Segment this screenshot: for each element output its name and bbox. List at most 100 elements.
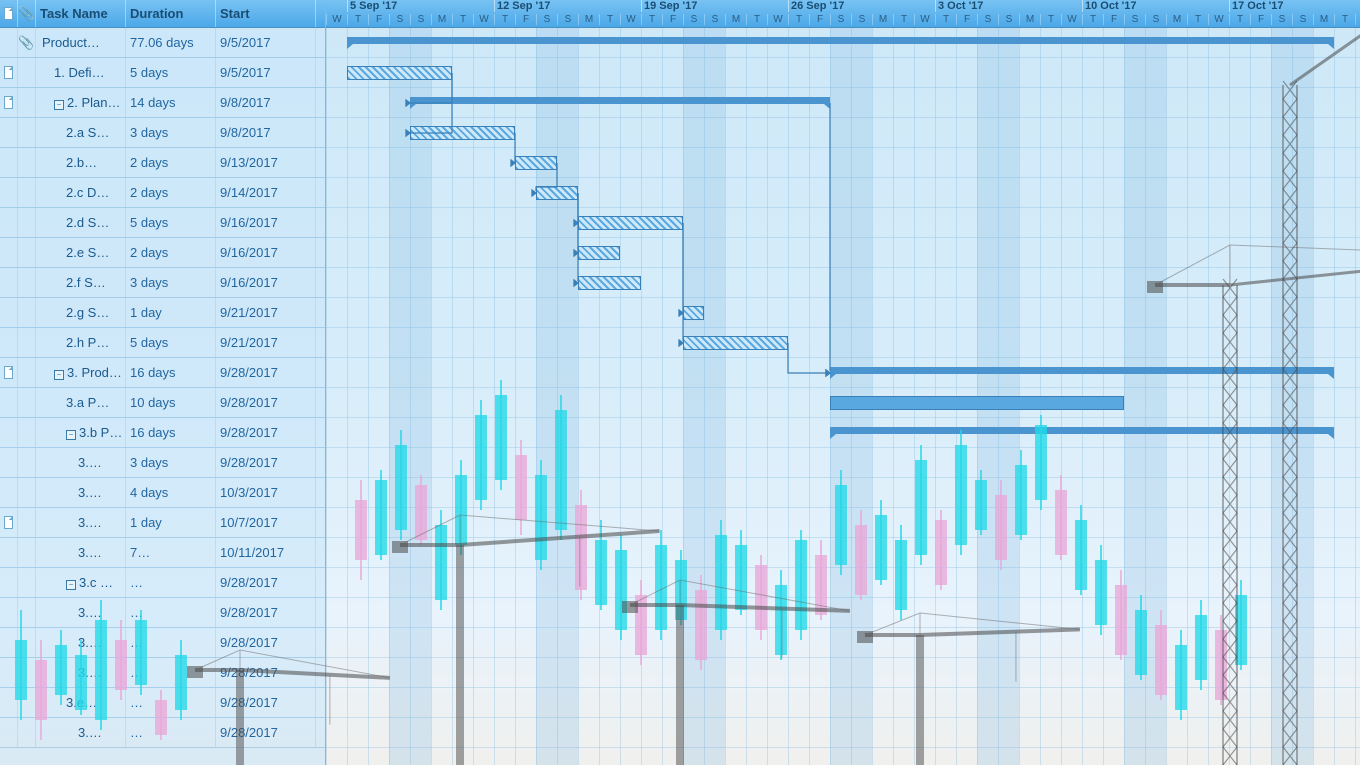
task-name-cell[interactable]: 2.h P… <box>36 328 126 357</box>
duration-cell[interactable]: 5 days <box>126 58 216 87</box>
duration-cell[interactable]: 3 days <box>126 448 216 477</box>
task-name-cell[interactable]: 3.a P… <box>36 388 126 417</box>
duration-cell[interactable]: 2 days <box>126 178 216 207</box>
task-row[interactable]: 2.h P…5 days9/21/2017 <box>0 328 325 358</box>
start-date-cell[interactable]: 9/28/2017 <box>216 658 316 687</box>
task-name-cell[interactable]: 2.g S… <box>36 298 126 327</box>
task-name-cell[interactable]: −3.b P… <box>36 418 126 447</box>
start-date-cell[interactable]: 10/7/2017 <box>216 508 316 537</box>
task-row[interactable]: 📎Product…77.06 days9/5/2017 <box>0 28 325 58</box>
task-name-cell[interactable]: 3.… <box>36 718 126 747</box>
start-date-cell[interactable]: 9/5/2017 <box>216 28 316 57</box>
task-row[interactable]: 2.d S…5 days9/16/2017 <box>0 208 325 238</box>
task-name-cell[interactable]: 3.… <box>36 448 126 477</box>
task-row[interactable]: 3.…3 days9/28/2017 <box>0 448 325 478</box>
start-date-cell[interactable]: 9/14/2017 <box>216 178 316 207</box>
task-name-cell[interactable]: 3.… <box>36 658 126 687</box>
duration-cell[interactable]: 16 days <box>126 358 216 387</box>
task-row[interactable]: 2.g S…1 day9/21/2017 <box>0 298 325 328</box>
task-name-cell[interactable]: 2.f S… <box>36 268 126 297</box>
start-date-cell[interactable]: 9/28/2017 <box>216 448 316 477</box>
outline-toggle[interactable]: − <box>54 370 64 380</box>
col-header-info-icon[interactable] <box>0 0 18 27</box>
task-row[interactable]: 1. Defi…5 days9/5/2017 <box>0 58 325 88</box>
gantt-task-bar[interactable] <box>515 156 557 170</box>
duration-cell[interactable]: 10 days <box>126 388 216 417</box>
task-name-cell[interactable]: 3.… <box>36 508 126 537</box>
outline-toggle[interactable]: − <box>54 100 64 110</box>
duration-cell[interactable]: 1 day <box>126 298 216 327</box>
duration-cell[interactable]: 7… <box>126 538 216 567</box>
gantt-task-bar[interactable] <box>683 336 788 350</box>
gantt-task-bar[interactable] <box>683 306 704 320</box>
outline-toggle[interactable]: − <box>66 580 76 590</box>
task-row[interactable]: 3.……9/28/2017 <box>0 718 325 748</box>
start-date-cell[interactable]: 9/16/2017 <box>216 208 316 237</box>
task-row[interactable]: −3. Prod…16 days9/28/2017 <box>0 358 325 388</box>
task-name-cell[interactable]: Product… <box>36 28 126 57</box>
gantt-task-bar[interactable] <box>578 246 620 260</box>
gantt-summary-bar[interactable] <box>410 97 830 104</box>
start-date-cell[interactable]: 9/8/2017 <box>216 118 316 147</box>
start-date-cell[interactable]: 9/16/2017 <box>216 238 316 267</box>
task-row[interactable]: 3.…4 days10/3/2017 <box>0 478 325 508</box>
start-date-cell[interactable]: 9/28/2017 <box>216 688 316 717</box>
duration-cell[interactable]: … <box>126 688 216 717</box>
task-name-cell[interactable]: 2.c D… <box>36 178 126 207</box>
duration-cell[interactable]: … <box>126 628 216 657</box>
task-row[interactable]: −3.c ……9/28/2017 <box>0 568 325 598</box>
task-name-cell[interactable]: 3.e… <box>36 688 126 717</box>
task-row[interactable]: 3.…1 day10/7/2017 <box>0 508 325 538</box>
col-header-task-name[interactable]: Task Name <box>36 0 126 27</box>
task-row[interactable]: 2.c D…2 days9/14/2017 <box>0 178 325 208</box>
start-date-cell[interactable]: 9/16/2017 <box>216 268 316 297</box>
duration-cell[interactable]: 1 day <box>126 508 216 537</box>
start-date-cell[interactable]: 9/28/2017 <box>216 628 316 657</box>
task-row[interactable]: −3.b P…16 days9/28/2017 <box>0 418 325 448</box>
duration-cell[interactable]: … <box>126 658 216 687</box>
task-name-cell[interactable]: 3.… <box>36 598 126 627</box>
gantt-task-bar[interactable] <box>410 126 515 140</box>
gantt-summary-bar[interactable] <box>830 367 1334 374</box>
task-name-cell[interactable]: −3. Prod… <box>36 358 126 387</box>
duration-cell[interactable]: 2 days <box>126 238 216 267</box>
duration-cell[interactable]: 2 days <box>126 148 216 177</box>
gantt-task-bar[interactable] <box>578 216 683 230</box>
task-row[interactable]: 2.b…2 days9/13/2017 <box>0 148 325 178</box>
duration-cell[interactable]: 3 days <box>126 268 216 297</box>
start-date-cell[interactable]: 9/21/2017 <box>216 328 316 357</box>
duration-cell[interactable]: 4 days <box>126 478 216 507</box>
task-row[interactable]: 3.……9/28/2017 <box>0 658 325 688</box>
duration-cell[interactable]: … <box>126 718 216 747</box>
duration-cell[interactable]: … <box>126 598 216 627</box>
task-name-cell[interactable]: 2.b… <box>36 148 126 177</box>
task-row[interactable]: 2.f S…3 days9/16/2017 <box>0 268 325 298</box>
gantt-summary-bar[interactable] <box>830 427 1334 434</box>
gantt-task-bar[interactable] <box>578 276 641 290</box>
gantt-body[interactable] <box>326 28 1360 765</box>
start-date-cell[interactable]: 9/28/2017 <box>216 388 316 417</box>
task-row[interactable]: −2. Plan…14 days9/8/2017 <box>0 88 325 118</box>
duration-cell[interactable]: 5 days <box>126 328 216 357</box>
start-date-cell[interactable]: 9/13/2017 <box>216 148 316 177</box>
start-date-cell[interactable]: 10/3/2017 <box>216 478 316 507</box>
task-row[interactable]: 3.a P…10 days9/28/2017 <box>0 388 325 418</box>
task-name-cell[interactable]: 2.d S… <box>36 208 126 237</box>
col-header-duration[interactable]: Duration <box>126 0 216 27</box>
task-name-cell[interactable]: −3.c … <box>36 568 126 597</box>
outline-toggle[interactable]: − <box>66 430 76 440</box>
duration-cell[interactable]: 5 days <box>126 208 216 237</box>
task-name-cell[interactable]: 3.… <box>36 538 126 567</box>
gantt-summary-bar[interactable] <box>347 37 1334 44</box>
duration-cell[interactable]: 77.06 days <box>126 28 216 57</box>
duration-cell[interactable]: 16 days <box>126 418 216 447</box>
task-row[interactable]: 2.e S…2 days9/16/2017 <box>0 238 325 268</box>
start-date-cell[interactable]: 9/28/2017 <box>216 358 316 387</box>
gantt-task-bar[interactable] <box>536 186 578 200</box>
start-date-cell[interactable]: 9/28/2017 <box>216 568 316 597</box>
gantt-task-bar[interactable] <box>830 396 1124 410</box>
task-row[interactable]: 3.……9/28/2017 <box>0 598 325 628</box>
task-name-cell[interactable]: 1. Defi… <box>36 58 126 87</box>
col-header-start[interactable]: Start <box>216 0 316 27</box>
start-date-cell[interactable]: 9/21/2017 <box>216 298 316 327</box>
